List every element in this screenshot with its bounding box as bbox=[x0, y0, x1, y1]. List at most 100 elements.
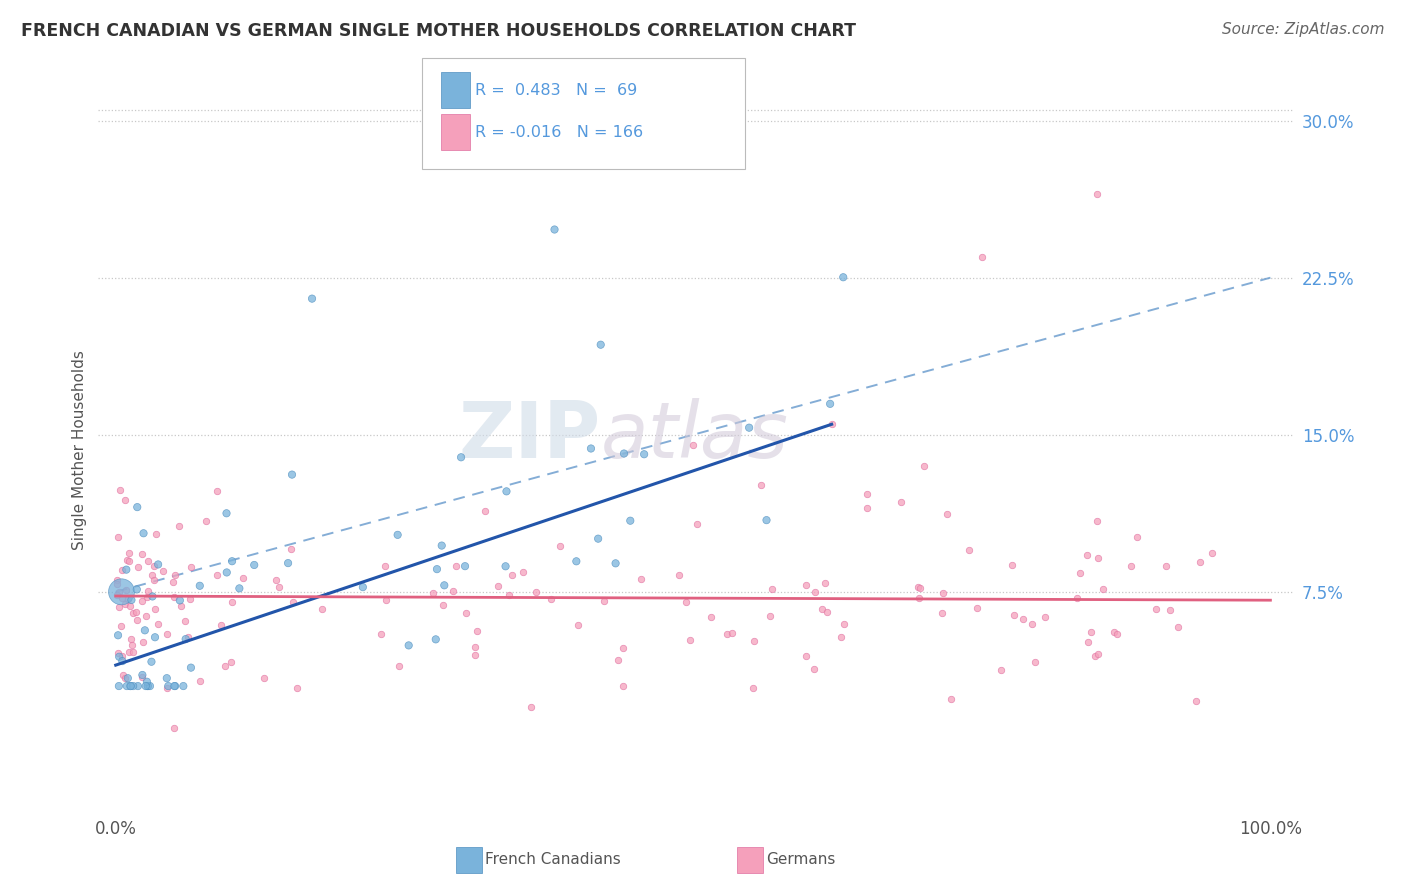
Point bbox=[398, 639, 420, 653]
Point bbox=[205, 567, 228, 582]
Point bbox=[1087, 550, 1109, 565]
Point bbox=[114, 597, 136, 611]
Point bbox=[474, 503, 496, 517]
Point bbox=[387, 528, 409, 542]
Point bbox=[375, 593, 398, 607]
Point bbox=[105, 588, 128, 602]
Point bbox=[856, 500, 879, 515]
Point bbox=[139, 679, 162, 693]
Point bbox=[120, 679, 142, 693]
Point bbox=[135, 591, 157, 605]
Point bbox=[108, 585, 131, 599]
Point bbox=[524, 585, 547, 599]
Point bbox=[464, 648, 486, 663]
Point bbox=[163, 679, 186, 693]
Point bbox=[135, 679, 157, 693]
Point bbox=[118, 599, 141, 613]
Point bbox=[619, 514, 641, 528]
Text: French Canadians: French Canadians bbox=[485, 853, 621, 867]
Point bbox=[269, 580, 291, 594]
Point bbox=[122, 606, 145, 620]
Point bbox=[207, 484, 229, 499]
Point bbox=[215, 506, 238, 520]
Point bbox=[243, 558, 266, 572]
Point bbox=[565, 554, 588, 568]
Point bbox=[679, 633, 702, 648]
Point bbox=[716, 627, 738, 641]
Point bbox=[1069, 566, 1091, 580]
Point bbox=[253, 672, 276, 686]
Point bbox=[957, 543, 980, 558]
Point bbox=[177, 630, 200, 644]
Text: Germans: Germans bbox=[766, 853, 835, 867]
Point bbox=[498, 588, 520, 602]
Point bbox=[939, 692, 962, 706]
Point bbox=[936, 508, 959, 522]
Point bbox=[105, 577, 128, 591]
Point bbox=[131, 594, 153, 608]
Point bbox=[152, 564, 174, 578]
Point bbox=[172, 679, 194, 693]
Point bbox=[1084, 648, 1107, 663]
Point bbox=[1076, 548, 1098, 562]
Point bbox=[108, 649, 131, 664]
Point bbox=[1104, 624, 1126, 639]
Point bbox=[567, 618, 589, 632]
Point bbox=[107, 646, 129, 660]
Point bbox=[912, 459, 935, 474]
Point bbox=[108, 599, 131, 614]
Point bbox=[1002, 608, 1025, 623]
Point bbox=[755, 513, 778, 527]
Text: atlas: atlas bbox=[600, 398, 789, 474]
Point bbox=[700, 609, 723, 624]
Point bbox=[422, 585, 444, 599]
Point bbox=[114, 492, 136, 507]
Point bbox=[738, 420, 761, 434]
Point bbox=[519, 700, 541, 714]
Point bbox=[966, 601, 988, 615]
Point bbox=[131, 547, 153, 561]
Point bbox=[141, 590, 163, 604]
Point bbox=[125, 613, 148, 627]
Point bbox=[174, 614, 197, 628]
Point bbox=[155, 627, 177, 641]
Point bbox=[141, 655, 163, 669]
Point bbox=[117, 591, 139, 606]
Text: R = -0.016   N = 166: R = -0.016 N = 166 bbox=[475, 125, 644, 139]
Point bbox=[970, 250, 993, 264]
Point bbox=[1121, 558, 1143, 573]
Point bbox=[1201, 546, 1223, 560]
Point bbox=[830, 630, 852, 644]
Point bbox=[990, 663, 1012, 677]
Point bbox=[388, 659, 411, 673]
Point bbox=[761, 582, 783, 597]
Point bbox=[157, 679, 180, 693]
Point bbox=[1001, 558, 1024, 572]
Point bbox=[131, 670, 153, 684]
Point bbox=[281, 595, 304, 609]
Point bbox=[107, 530, 129, 544]
Point bbox=[162, 575, 184, 590]
Point bbox=[188, 673, 211, 688]
Point bbox=[110, 618, 132, 632]
Point bbox=[114, 582, 136, 597]
Point bbox=[148, 617, 170, 632]
Point bbox=[433, 578, 456, 592]
Point bbox=[122, 645, 145, 659]
Point bbox=[352, 580, 374, 594]
Point bbox=[221, 554, 243, 568]
Text: R =  0.483   N =  69: R = 0.483 N = 69 bbox=[475, 83, 637, 97]
Point bbox=[426, 562, 449, 576]
Point bbox=[132, 634, 155, 648]
Point bbox=[170, 599, 193, 613]
Point bbox=[613, 446, 636, 460]
Point bbox=[146, 558, 169, 572]
Point bbox=[111, 563, 134, 577]
Point bbox=[630, 572, 652, 586]
Point bbox=[612, 640, 634, 655]
Point bbox=[110, 584, 132, 599]
Point bbox=[589, 337, 612, 351]
Point bbox=[501, 568, 523, 582]
Point bbox=[450, 450, 472, 465]
Point bbox=[156, 681, 179, 695]
